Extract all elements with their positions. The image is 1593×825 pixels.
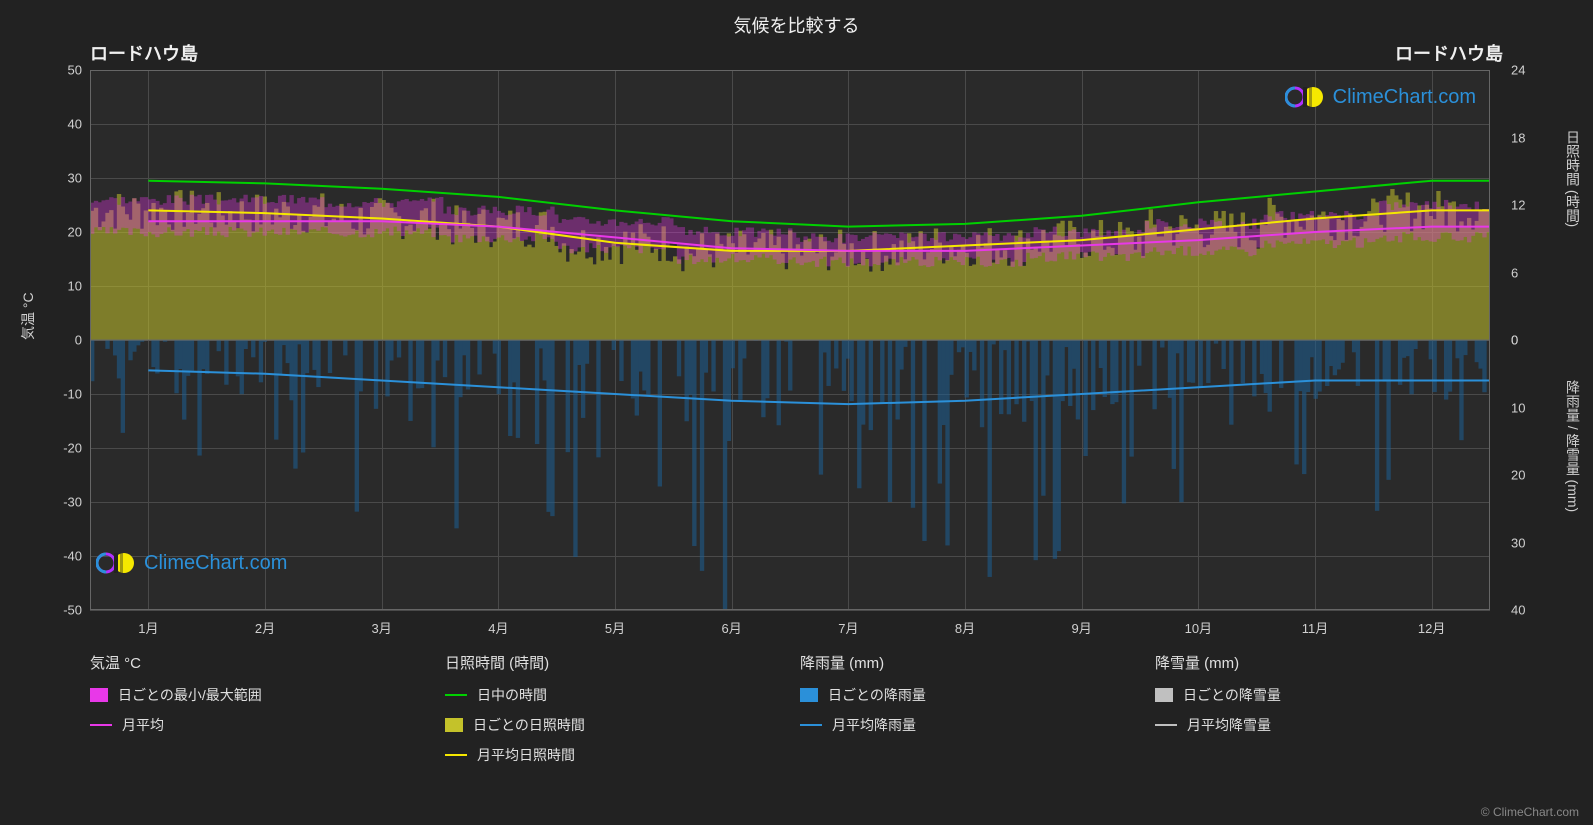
legend-group: 降雪量 (mm) 日ごとの降雪量月平均降雪量 (1155, 652, 1490, 775)
legend-group-title: 降雨量 (mm) (800, 652, 1135, 673)
legend-item: 月平均降雪量 (1155, 715, 1490, 735)
y-left-axis: 50403020100-10-20-30-40-50 (50, 70, 90, 610)
legend-group: 日照時間 (時間) 日中の時間日ごとの日照時間月平均日照時間 (445, 652, 780, 775)
legend-group-title: 気温 °C (90, 652, 425, 673)
legend-item: 月平均 (90, 715, 425, 735)
x-tick: 3月 (372, 618, 392, 637)
y-right-bottom-tick: 10 (1511, 400, 1525, 415)
x-tick: 11月 (1302, 618, 1329, 637)
legend-label: 日中の時間 (477, 685, 547, 705)
legend-swatch (445, 694, 467, 696)
y-right-bottom-tick: 0 (1511, 333, 1518, 348)
legend-label: 月平均 (122, 715, 164, 735)
legend-label: 日ごとの日照時間 (473, 715, 585, 735)
y-right-bottom-axis: 010203040 (1503, 340, 1543, 610)
y-right-top-axis: 24181260 (1503, 70, 1543, 340)
x-tick: 2月 (255, 618, 275, 637)
y-right-bottom-tick: 30 (1511, 535, 1525, 550)
y-right-bottom-tick: 20 (1511, 468, 1525, 483)
legend-swatch (445, 754, 467, 756)
legend-item: 日中の時間 (445, 685, 780, 705)
legend-group-title: 日照時間 (時間) (445, 652, 780, 673)
x-tick: 6月 (722, 618, 742, 637)
x-tick: 4月 (488, 618, 508, 637)
y-left-tick: 0 (46, 333, 82, 348)
y-left-tick: 20 (46, 225, 82, 240)
y-left-tick: -30 (46, 495, 82, 510)
legend-swatch (1155, 724, 1177, 726)
y-right-bottom-tick: 40 (1511, 603, 1525, 618)
legend-swatch (90, 688, 108, 702)
y-left-tick: 50 (46, 63, 82, 78)
y-right-top-tick: 24 (1511, 63, 1525, 78)
legend-group: 気温 °C 日ごとの最小/最大範囲月平均 (90, 652, 425, 775)
x-tick: 7月 (838, 618, 858, 637)
legend-label: 月平均降雨量 (832, 715, 916, 735)
x-axis: 1月 2月 3月 4月 5月 6月 7月 8月 9月 10月 11月 12月 (90, 614, 1490, 638)
legend-swatch (90, 724, 112, 726)
legend-swatch (1155, 688, 1173, 702)
legend-swatch (445, 718, 463, 732)
y-left-tick: 30 (46, 171, 82, 186)
legend-swatch (800, 688, 818, 702)
plot-svg (90, 70, 1490, 610)
y-right-top-tick: 18 (1511, 130, 1525, 145)
legend-item: 日ごとの日照時間 (445, 715, 780, 735)
legend-label: 月平均降雪量 (1187, 715, 1271, 735)
legend-item: 月平均日照時間 (445, 745, 780, 765)
x-tick: 8月 (955, 618, 975, 637)
legend-item: 日ごとの降雨量 (800, 685, 1135, 705)
x-tick: 1月 (138, 618, 158, 637)
y-left-tick: 40 (46, 117, 82, 132)
legend-label: 日ごとの降雨量 (828, 685, 926, 705)
rain-bars (90, 340, 1487, 610)
legend-item: 月平均降雨量 (800, 715, 1135, 735)
legend-label: 日ごとの最小/最大範囲 (118, 685, 262, 705)
y-left-axis-label: 気温 °C (18, 292, 38, 340)
legend-group: 降雨量 (mm) 日ごとの降雨量月平均降雨量 (800, 652, 1135, 775)
legend-item: 日ごとの降雪量 (1155, 685, 1490, 705)
y-right-top-tick: 12 (1511, 198, 1525, 213)
y-right-bottom-axis-label: 降雨量 / 降雪量 (mm) (1563, 380, 1583, 512)
legend-label: 月平均日照時間 (477, 745, 575, 765)
legend-swatch (800, 724, 822, 726)
x-tick: 9月 (1072, 618, 1092, 637)
legend-group-title: 降雪量 (mm) (1155, 652, 1490, 673)
y-right-top-tick: 6 (1511, 265, 1518, 280)
legend: 気温 °C 日ごとの最小/最大範囲月平均 日照時間 (時間) 日中の時間日ごとの日照時… (90, 652, 1490, 775)
chart-title: 気候を比較する (0, 0, 1593, 46)
location-right: ロードハウ島 (1395, 40, 1503, 66)
y-right-top-axis-label: 日照時間 (時間) (1563, 130, 1583, 227)
y-left-tick: -20 (46, 441, 82, 456)
y-left-tick: -10 (46, 387, 82, 402)
chart-area: ClimeChart.com ClimeChart.com (90, 70, 1490, 610)
legend-label: 日ごとの降雪量 (1183, 685, 1281, 705)
x-tick: 5月 (605, 618, 625, 637)
x-tick: 12月 (1418, 618, 1445, 637)
x-tick: 10月 (1185, 618, 1212, 637)
y-left-tick: 10 (46, 279, 82, 294)
y-left-tick: -50 (46, 603, 82, 618)
legend-item: 日ごとの最小/最大範囲 (90, 685, 425, 705)
y-left-tick: -40 (46, 549, 82, 564)
location-left: ロードハウ島 (90, 40, 198, 66)
copyright: © ClimeChart.com (1481, 805, 1579, 819)
